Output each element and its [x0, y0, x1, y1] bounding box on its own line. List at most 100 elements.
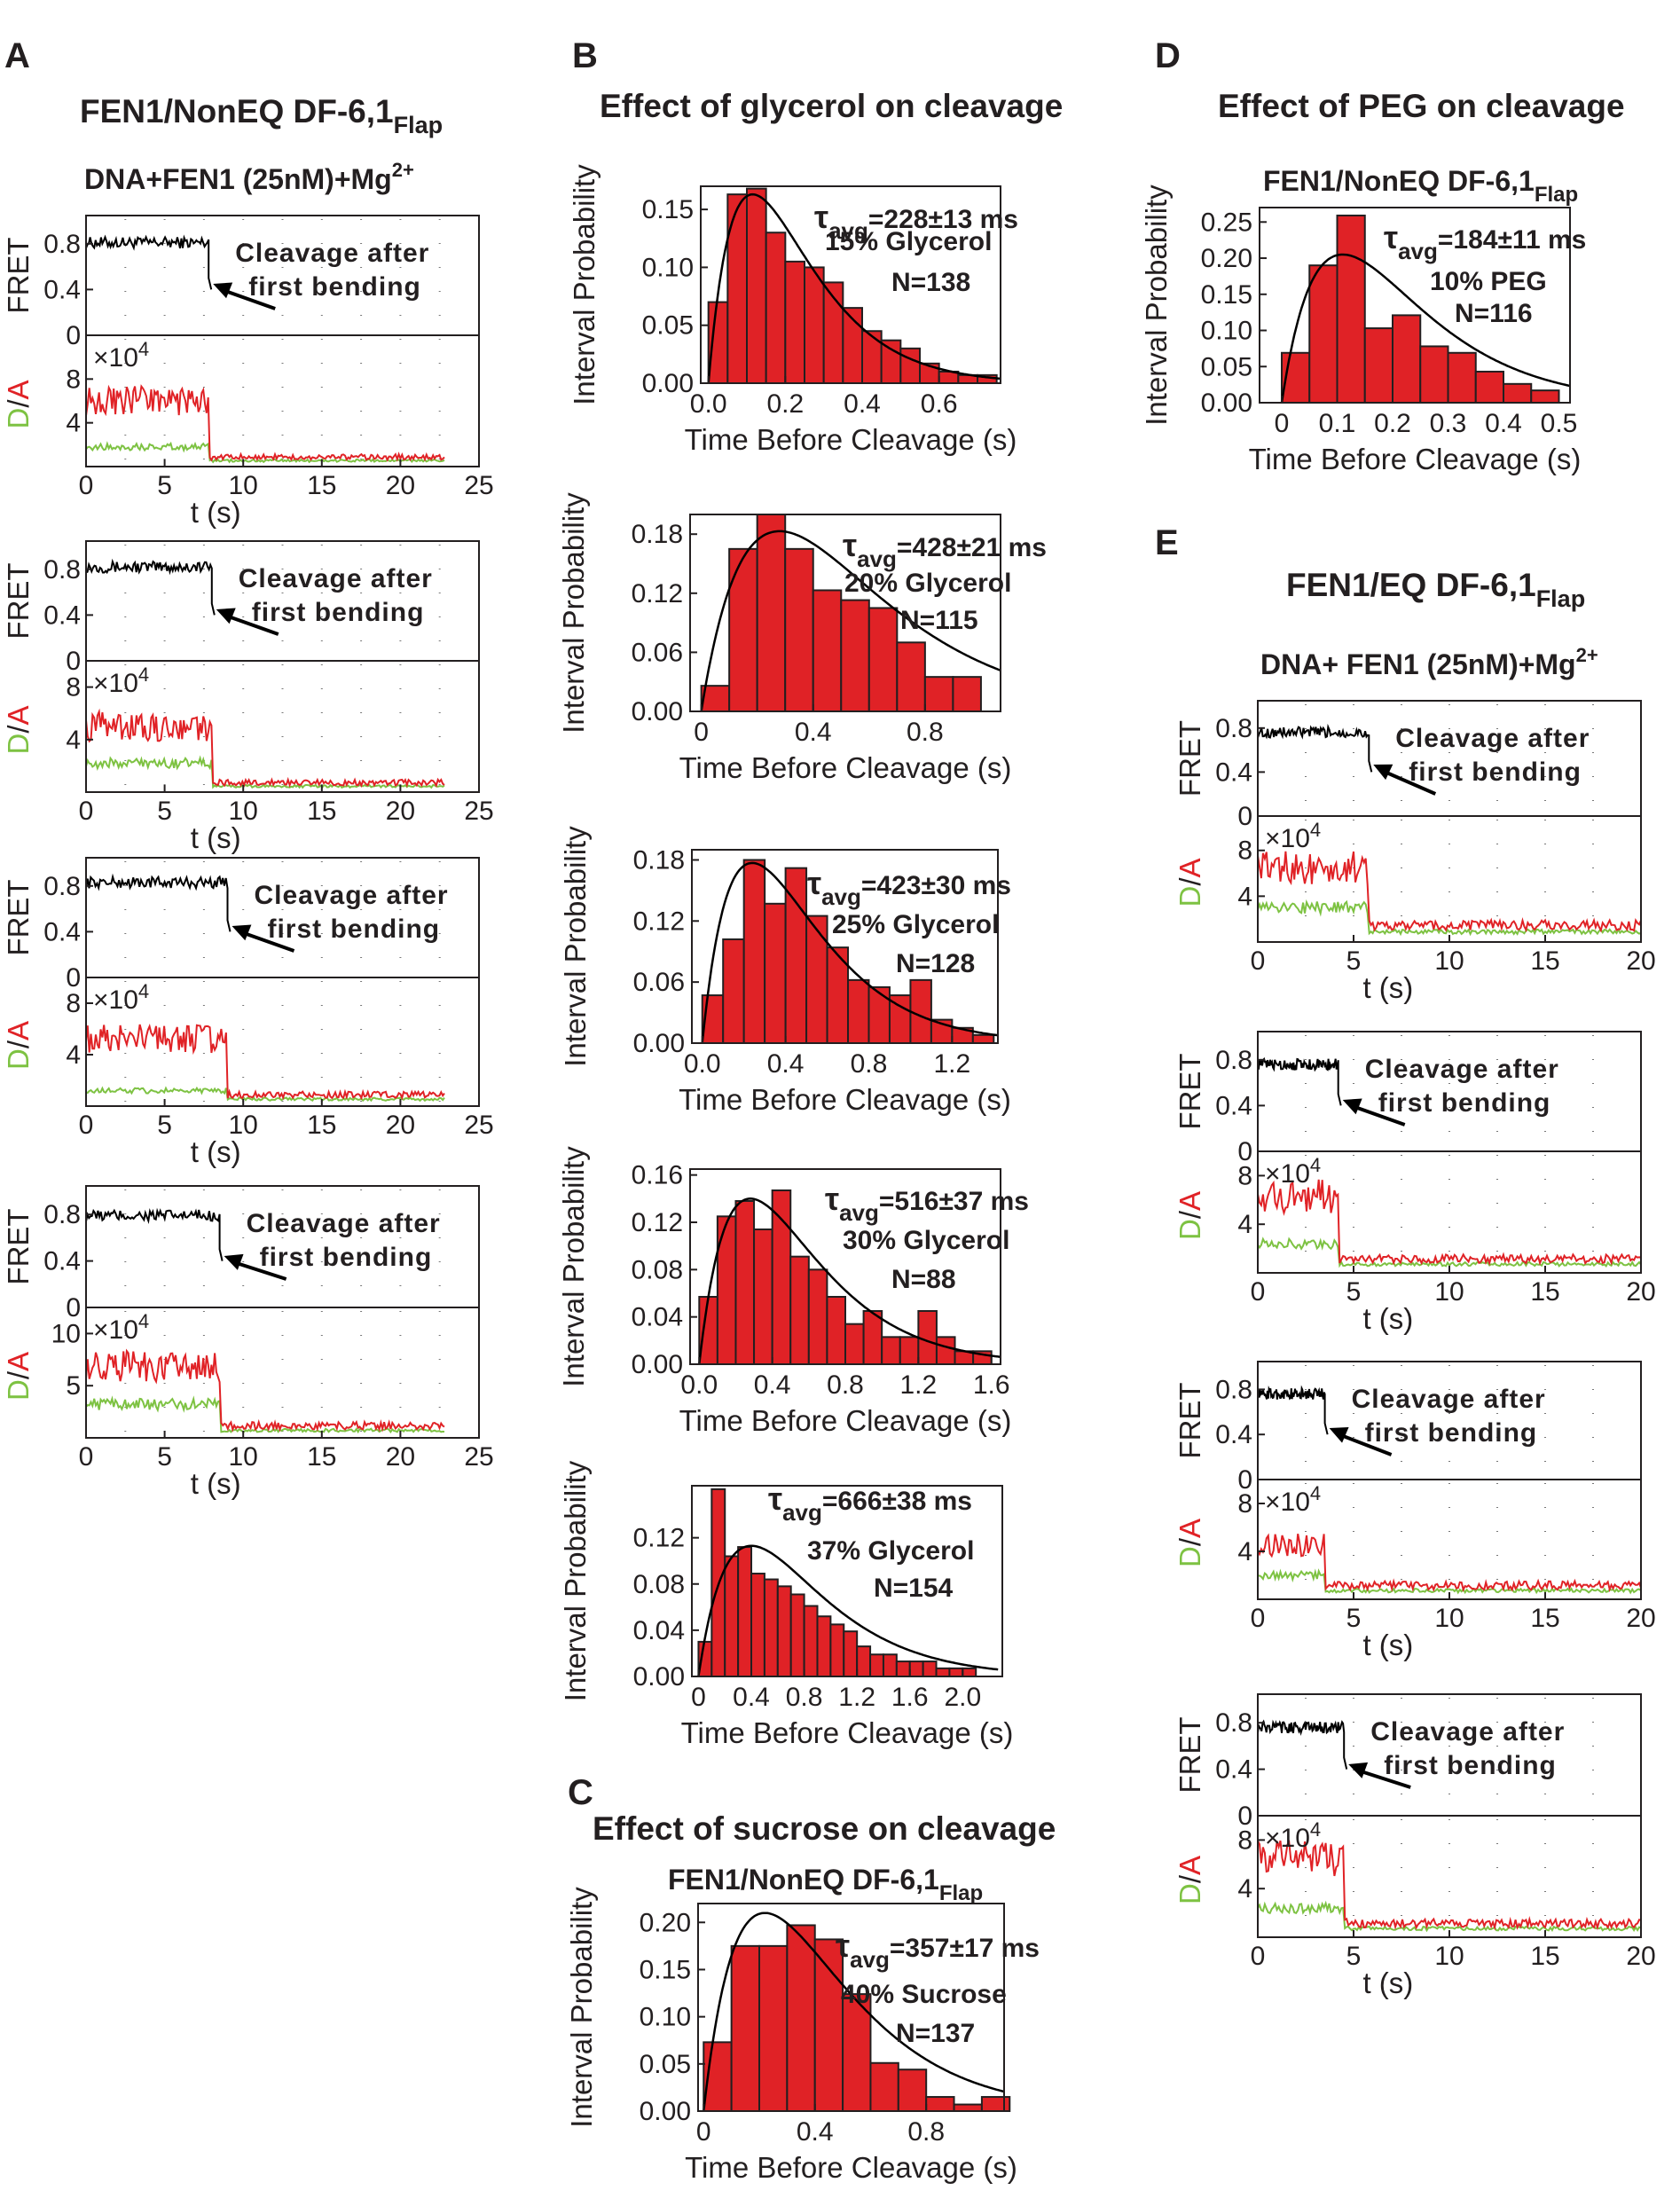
donor-trace [1257, 1236, 1642, 1268]
arrow-shaft [223, 613, 279, 636]
scale-power: 4 [1310, 1818, 1321, 1841]
n-annotation: N=137 [896, 2019, 975, 2048]
donor-trace [85, 1395, 445, 1434]
histogram-bar [953, 2103, 983, 2112]
histogram-bar [763, 1578, 779, 1677]
acceptor-trace [1257, 1840, 1642, 1931]
y-tick-label: 8 [66, 365, 81, 394]
fret-axis-label: FRET [1174, 720, 1206, 797]
tau-symbol: τ [807, 865, 821, 901]
y-tick-label: 0.05 [1201, 352, 1252, 381]
scale-power: 4 [1310, 819, 1321, 841]
da-axis-label: D/A [2, 705, 35, 754]
x-tick-label: 0 [1251, 1942, 1266, 1971]
x-tick-label: 0.4 [733, 1683, 770, 1712]
tau-subscript: avg [821, 883, 861, 910]
y-tick-label: 4 [1237, 1874, 1252, 1904]
histogram-bar [861, 330, 883, 384]
x-tick-label: 1.6 [973, 1370, 1010, 1400]
histogram-bar [803, 1605, 819, 1677]
y-tick-label: 0.10 [642, 253, 694, 282]
y-tick-label: 0 [1237, 1802, 1252, 1831]
da-label-a: A [1174, 1191, 1206, 1211]
histogram-bar [847, 978, 870, 1044]
da-frame [85, 334, 480, 467]
fret-axis-label: FRET [2, 1208, 35, 1284]
fit-curve [701, 861, 999, 1044]
y-tick-label: 0.4 [1215, 1091, 1252, 1120]
y-tick-label: 0.16 [632, 1161, 683, 1190]
da-label-a: A [1174, 1519, 1206, 1538]
da-axis-label: D/A [1174, 858, 1206, 907]
tau-value: =423±30 ms [861, 871, 1011, 900]
y-tick-label: 0.10 [1201, 317, 1252, 346]
x-tick-label: 0 [79, 471, 94, 500]
scale-exponent: ×104 [93, 980, 149, 1015]
histogram-bar [1530, 389, 1560, 404]
histogram-bar [816, 1615, 832, 1678]
histogram-bar [737, 1546, 753, 1677]
x-tick-label: 2.0 [944, 1683, 981, 1712]
panel-letter-e: E [1155, 523, 1179, 562]
histogram-bar [935, 1336, 956, 1366]
n-annotation: N=154 [874, 1574, 954, 1603]
tau-value: =516±37 ms [879, 1187, 1029, 1216]
fit-curve [1280, 253, 1571, 404]
n-annotation: N=128 [896, 949, 975, 978]
tau-annotation: τavg=423±30 ms [807, 865, 1011, 910]
axes-frame [689, 514, 1001, 712]
arrow-head [1348, 1762, 1369, 1778]
panel-e-title-sub: Flap [1536, 585, 1586, 612]
y-tick-label: 0.00 [1201, 389, 1252, 418]
histogram-b3: 0.0 0.4 0.8 1.2 0.00 0.06 0.12 0.18 Time Before … [559, 826, 1011, 1116]
y-tick-label: 0.15 [642, 195, 694, 224]
fit-curve [700, 530, 1001, 712]
cleavage-annotation-line2: first bending [1409, 758, 1582, 787]
da-label-a: A [2, 705, 35, 725]
histogram-bar [843, 1630, 859, 1677]
histogram-bar [784, 547, 814, 712]
scale-exponent: ×104 [93, 1310, 149, 1345]
histogram-bar [1447, 351, 1477, 404]
x-tick-label: 15 [1530, 1277, 1559, 1307]
x-tick-label: 0.0 [684, 1049, 721, 1079]
panel-c-subtitle: FEN1/NonEQ DF-6,1Flap [668, 1864, 983, 1905]
x-axis-label: Time Before Cleavage (s) [685, 423, 1017, 456]
acceptor-trace [1257, 1179, 1642, 1266]
scale-power: 4 [1310, 1482, 1321, 1504]
x-tick-label: 0.4 [844, 389, 881, 419]
fret-trace [85, 558, 216, 616]
y-tick-label: 0.04 [632, 1303, 683, 1332]
y-tick-label: 8 [1237, 1489, 1252, 1519]
arrow-shaft [1354, 1768, 1411, 1789]
x-tick-label: 1.2 [838, 1683, 875, 1712]
y-tick-label: 0 [1237, 802, 1252, 831]
panel-e-title: FEN1/EQ DF-6,1Flap [1286, 567, 1585, 612]
histogram-bar [895, 1660, 911, 1677]
y-tick-label: 0.10 [640, 2003, 691, 2032]
x-tick-label: 0 [79, 1442, 94, 1472]
scale-power: 4 [1310, 1154, 1321, 1176]
x-tick-label: 25 [464, 797, 493, 826]
x-tick-label: 15 [1530, 1942, 1559, 1971]
tau-symbol: τ [768, 1480, 782, 1517]
cleavage-annotation-line1: Cleavage after [235, 239, 429, 268]
x-tick-label: 0.0 [690, 389, 727, 419]
x-tick-label: 5 [1346, 1604, 1362, 1633]
tau-value: =184±11 ms [1438, 225, 1586, 255]
y-axis-label: Interval Probability [559, 826, 592, 1067]
histogram-bar [734, 1200, 756, 1365]
scale-base: ×10 [93, 669, 138, 698]
y-tick-label: 10 [51, 1319, 81, 1348]
histogram-bar [935, 1667, 951, 1677]
panel-a-title-sub: Flap [394, 112, 444, 138]
arrow-head [216, 608, 236, 624]
x-tick-label: 0.8 [786, 1683, 823, 1712]
histogram-bar [1419, 345, 1449, 404]
y-tick-label: 0.12 [633, 1524, 685, 1553]
acceptor-trace [85, 1024, 445, 1101]
y-tick-label: 8 [1237, 836, 1252, 866]
